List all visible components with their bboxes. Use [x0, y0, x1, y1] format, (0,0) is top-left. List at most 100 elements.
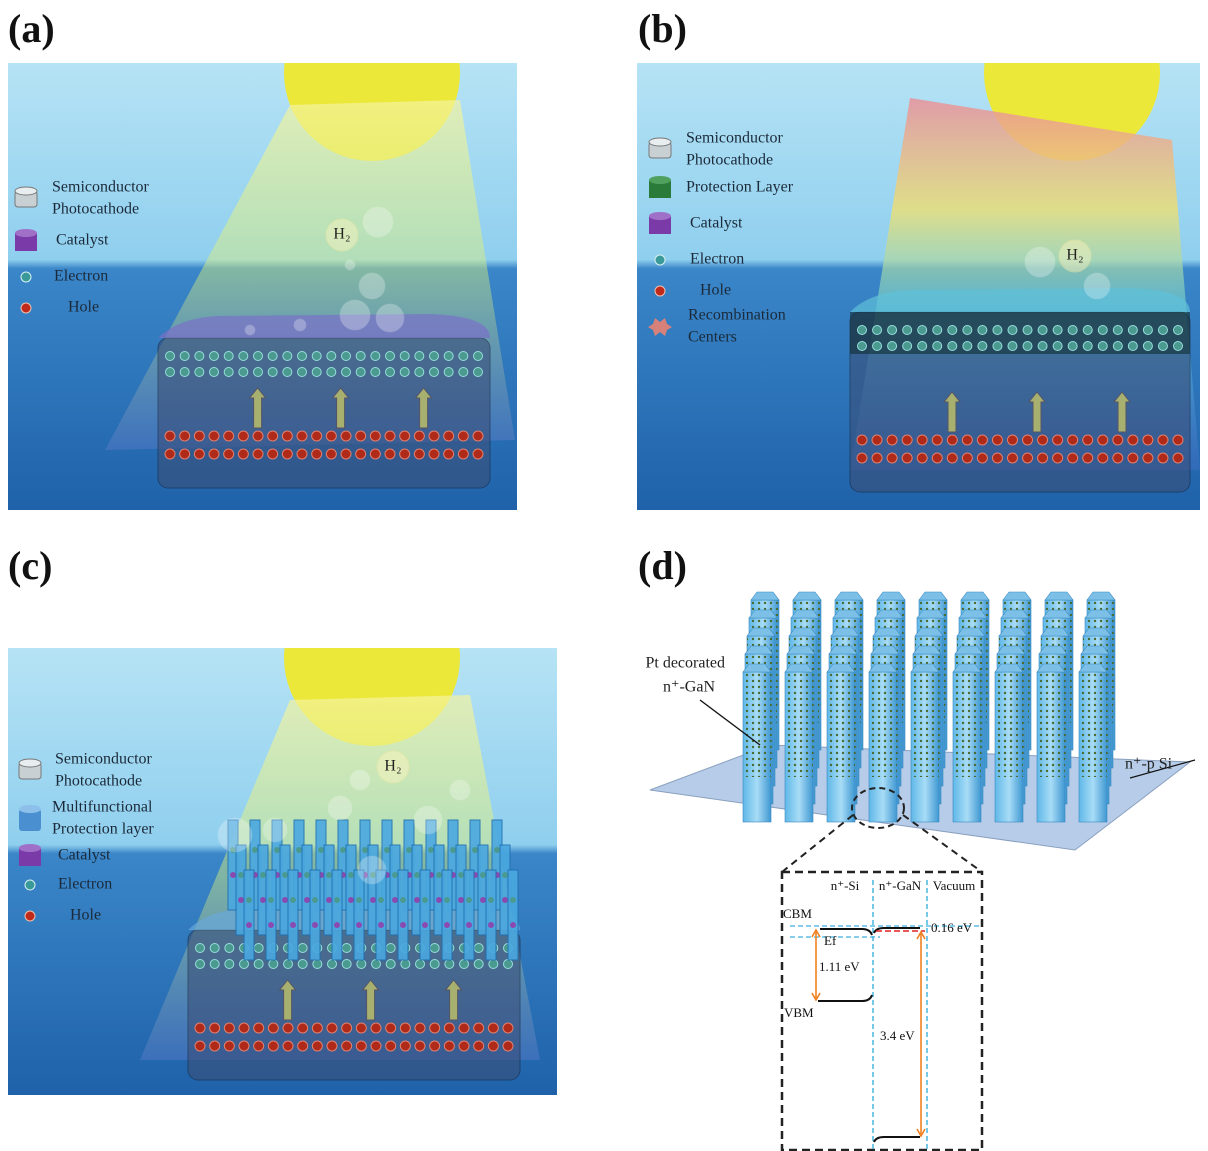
catalyst — [392, 897, 398, 903]
hole — [253, 449, 263, 459]
electron — [378, 897, 384, 903]
hole — [326, 449, 336, 459]
hole — [473, 449, 483, 459]
band-column: n⁺-GaN — [879, 878, 922, 893]
bubble — [450, 780, 470, 800]
electron — [1098, 342, 1107, 351]
icon — [655, 255, 665, 265]
hole — [386, 1041, 396, 1051]
electron — [480, 872, 486, 878]
hole — [326, 431, 336, 441]
nanowire — [244, 870, 254, 960]
electron — [326, 872, 332, 878]
hole — [1113, 453, 1123, 463]
hole — [297, 431, 307, 441]
catalyst — [480, 897, 486, 903]
scene: H₂SemiconductorPhotocathodeCatalystElect… — [8, 0, 517, 510]
electron — [1143, 342, 1152, 351]
hole — [180, 449, 190, 459]
electron — [400, 897, 406, 903]
nanowire-top — [751, 592, 779, 600]
electron — [274, 847, 280, 853]
hole — [268, 1023, 278, 1033]
electron — [252, 847, 258, 853]
electron — [458, 872, 464, 878]
hole — [1007, 435, 1017, 445]
hole — [253, 431, 263, 441]
hole — [1098, 453, 1108, 463]
electron — [269, 960, 278, 969]
electron — [1113, 326, 1122, 335]
electron — [356, 368, 365, 377]
electron — [1158, 326, 1167, 335]
icon — [21, 303, 31, 313]
catalyst — [488, 922, 494, 928]
electron — [504, 960, 513, 969]
hole — [429, 449, 439, 459]
hole — [857, 453, 867, 463]
hole — [298, 1023, 308, 1033]
electron — [268, 352, 277, 361]
hole — [194, 449, 204, 459]
electron — [283, 352, 292, 361]
nanowire — [310, 870, 320, 960]
hole — [224, 1041, 234, 1051]
nanowire-top — [1003, 592, 1031, 600]
electron — [1023, 342, 1032, 351]
gap-label: 1.11 eV — [819, 959, 860, 974]
electron — [1008, 342, 1017, 351]
electron — [318, 847, 324, 853]
hole — [917, 435, 927, 445]
nanowire — [420, 870, 430, 960]
hole — [385, 431, 395, 441]
hole — [342, 1023, 352, 1033]
electron — [444, 368, 453, 377]
gap-label: 3.4 eV — [880, 1028, 915, 1043]
catalyst — [348, 897, 354, 903]
catalyst — [246, 922, 252, 928]
electron — [918, 342, 927, 351]
photocathode — [158, 338, 490, 488]
electron — [1128, 326, 1137, 335]
top-face — [158, 314, 490, 338]
catalyst — [458, 897, 464, 903]
electron — [1053, 342, 1062, 351]
hole — [400, 431, 410, 441]
pt-particles — [911, 672, 939, 777]
nanowire-top — [961, 592, 989, 600]
hole — [444, 431, 454, 441]
hole — [962, 435, 972, 445]
bubble — [345, 260, 355, 270]
electron — [1068, 342, 1077, 351]
electron — [356, 897, 362, 903]
hole — [1128, 453, 1138, 463]
catalyst — [356, 922, 362, 928]
electron — [342, 368, 351, 377]
catalyst — [326, 897, 332, 903]
hole — [857, 435, 867, 445]
wire-label: n⁺-GaN — [663, 679, 715, 696]
hole — [414, 449, 424, 459]
hole — [430, 1041, 440, 1051]
electron — [342, 960, 351, 969]
hole — [282, 449, 292, 459]
electron — [963, 326, 972, 335]
electron — [1143, 326, 1152, 335]
hole — [239, 1023, 249, 1033]
electron — [400, 368, 409, 377]
catalyst — [230, 872, 236, 878]
electron — [1098, 326, 1107, 335]
hole — [224, 1023, 234, 1033]
electron — [224, 368, 233, 377]
band-column: n⁺-Si — [831, 878, 860, 893]
electron — [1008, 326, 1017, 335]
electron — [298, 960, 307, 969]
electron — [414, 872, 420, 878]
electron — [466, 897, 472, 903]
hole — [312, 449, 322, 459]
bubble — [294, 319, 306, 331]
icon — [19, 759, 41, 767]
electron — [1174, 326, 1183, 335]
electron — [459, 352, 468, 361]
pt-particles — [743, 672, 771, 777]
